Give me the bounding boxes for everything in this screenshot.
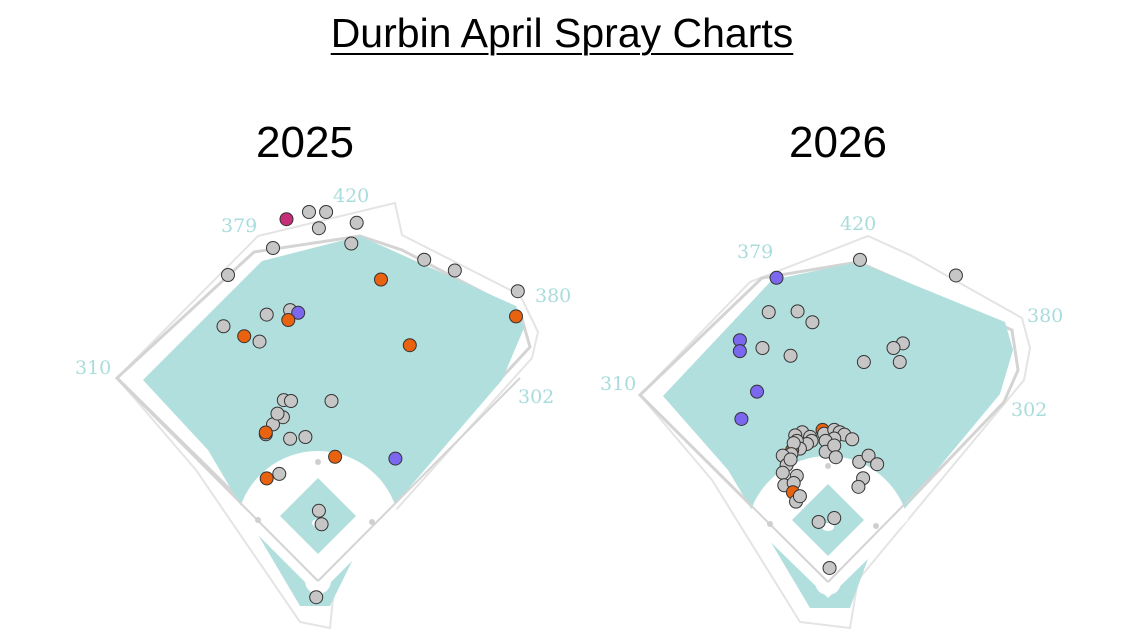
batted-ball-out-point [792, 489, 807, 504]
batted-ball-out-point [309, 590, 324, 605]
batted-ball-out-point [324, 394, 339, 408]
field-grass [143, 236, 524, 606]
batted-ball-out-point [252, 334, 267, 349]
batted-ball-out-point [845, 432, 860, 447]
batted-ball-single-point [259, 471, 274, 486]
batted-ball-out-point [311, 221, 326, 236]
foul-line-left [640, 395, 829, 583]
batted-ball-out-point [828, 450, 843, 465]
batted-ball-out-point [775, 465, 790, 480]
fence-label-rcf: 380 [1027, 305, 1063, 327]
field-2026: 420 379 380 310 302 [600, 213, 1063, 630]
batted-ball-single-point [328, 449, 343, 464]
batted-ball-out-point [783, 452, 798, 467]
batted-ball-out-point [266, 241, 280, 255]
batted-ball-out-point [892, 355, 907, 370]
batted-ball-double-point [750, 384, 765, 399]
chart-title: Durbin April Spray Charts [330, 10, 794, 56]
chart-2025-title: 2025 [256, 118, 354, 167]
points-2025 [216, 205, 525, 605]
batted-ball-out-point [861, 448, 876, 463]
second-base [825, 463, 831, 469]
batted-ball-out-point [349, 215, 364, 230]
batted-ball-out-point [852, 252, 867, 267]
fence-label-lcf: 379 [221, 215, 257, 237]
foul-line-left [117, 379, 319, 582]
batted-ball-out-point [447, 263, 462, 278]
batted-ball-out-point [761, 305, 776, 320]
batted-ball-single-point [281, 313, 296, 327]
batted-ball-out-point [790, 304, 805, 319]
batted-ball-out-point [216, 319, 231, 334]
fence-label-lf: 310 [75, 357, 111, 379]
batted-ball-out-point [827, 511, 842, 526]
batted-ball-out-point [856, 355, 871, 370]
batted-ball-out-point [755, 341, 770, 355]
batted-ball-out-point [259, 307, 274, 322]
batted-ball-single-point [237, 329, 252, 344]
outer-boundary [638, 234, 1032, 630]
batted-ball-double-point [388, 451, 403, 466]
batted-ball-single-point [509, 309, 523, 324]
batted-ball-double-point [769, 270, 784, 285]
batted-ball-out-point [284, 394, 298, 408]
points-2026 [732, 252, 963, 575]
fence-label-rcf: 380 [535, 285, 571, 307]
batted-ball-out-point [311, 503, 326, 518]
batted-ball-out-point [783, 348, 798, 363]
batted-ball-out-point [319, 205, 334, 219]
fence-label-cf: 420 [333, 185, 369, 207]
pitchers-mound [822, 523, 834, 531]
fence-label-cf: 420 [840, 213, 876, 235]
batted-ball-out-point [827, 438, 842, 453]
batted-ball-out-point [805, 315, 820, 330]
batted-ball-home-run-point [279, 212, 294, 227]
outer-boundary [115, 201, 540, 630]
first-base [873, 523, 879, 529]
batted-ball-out-point [851, 479, 866, 494]
batted-ball-out-point [298, 430, 313, 444]
batted-ball-single-point [402, 338, 417, 353]
batted-ball-out-point [283, 431, 298, 446]
batted-ball-out-point [221, 268, 235, 282]
batted-ball-out-point [270, 406, 285, 421]
chart-2026-title: 2026 [789, 118, 887, 167]
batted-ball-out-point [948, 268, 963, 283]
batted-ball-out-point [314, 517, 329, 532]
batted-ball-out-point [886, 341, 901, 355]
batted-ball-out-point [870, 457, 885, 472]
batted-ball-out-point [302, 205, 316, 219]
batted-ball-double-point [291, 305, 306, 320]
fence-label-lf: 310 [600, 373, 636, 395]
batted-ball-double-point [732, 344, 747, 359]
foul-line-right [317, 377, 521, 582]
field-2025: 420 379 380 310 302 [75, 185, 571, 630]
fence-label-rf: 302 [1011, 399, 1047, 421]
second-base [315, 459, 321, 465]
batted-ball-out-point [510, 284, 525, 299]
fence-label-lcf: 379 [737, 241, 773, 263]
third-base [255, 517, 261, 523]
third-base [767, 521, 773, 527]
batted-ball-double-point [734, 411, 749, 426]
batted-ball-out-point [811, 514, 826, 529]
first-base [369, 519, 375, 525]
batted-ball-out-point [417, 252, 432, 267]
batted-ball-out-point [272, 466, 287, 481]
batted-ball-out-point [344, 236, 359, 251]
batted-ball-out-point [822, 560, 837, 575]
fence-label-rf: 302 [518, 386, 554, 408]
batted-ball-single-point [258, 425, 273, 440]
batted-ball-single-point [374, 272, 388, 287]
foul-line-right [827, 401, 1006, 583]
